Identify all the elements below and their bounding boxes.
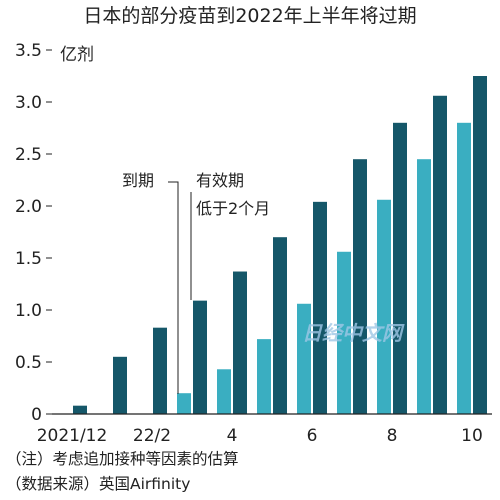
- y-axis-ticks: 0 0.5 1.0 1.5 2.0 2.5 3.0 3.5: [15, 41, 52, 425]
- watermark: 日经中文网: [302, 321, 405, 345]
- bar-validity-under-2-months: [457, 122, 471, 415]
- bar-expired: [313, 201, 327, 414]
- x-axis-ticks: 2021/12 22/2 4 6 8 10: [37, 426, 483, 445]
- x-tick-label: 2021/12: [37, 426, 108, 445]
- vaccine-expiry-chart: 日本的部分疫苗到2022年上半年将过期 亿剂 0 0.5 1.0 1.5 2.0 2.5 3…: [15, 5, 492, 445]
- y-tick-label: 2.0: [15, 197, 42, 217]
- bar-validity-under-2-months: [417, 159, 431, 414]
- y-tick-label: 1.0: [15, 301, 42, 321]
- bar-validity-under-2-months: [257, 339, 271, 414]
- bar-expired: [433, 95, 447, 414]
- bar-expired: [233, 271, 247, 414]
- bar-validity-under-2-months: [217, 369, 231, 414]
- annotation-expired: 到期: [122, 171, 154, 190]
- y-tick-label: 2.5: [15, 145, 42, 165]
- y-tick-label: 0.5: [15, 353, 42, 373]
- bar-validity-under-2-months: [337, 251, 351, 414]
- x-tick-label: 6: [307, 426, 318, 445]
- annotation-validity-line1: 有效期: [196, 171, 244, 190]
- bar-expired: [113, 356, 127, 414]
- y-tick-label: 3.5: [15, 41, 42, 61]
- footnote: （注）考虑追加接种等因素的估算: [6, 450, 239, 468]
- y-tick-label: 1.5: [15, 249, 42, 269]
- bar-expired: [73, 405, 87, 414]
- y-axis-unit: 亿剂: [60, 45, 94, 65]
- x-tick-label: 22/2: [133, 426, 171, 445]
- x-tick-label: 10: [461, 426, 483, 445]
- bar-expired: [353, 159, 367, 414]
- x-tick-label: 8: [387, 426, 398, 445]
- bar-expired: [193, 300, 207, 414]
- bar-expired: [473, 76, 487, 414]
- bar-expired: [393, 122, 407, 415]
- y-tick-label: 0: [31, 405, 42, 425]
- annotation-leader-expired: [168, 181, 179, 394]
- y-tick-label: 3.0: [15, 93, 42, 113]
- bar-validity-under-2-months: [377, 199, 391, 414]
- bar-expired: [153, 327, 167, 414]
- chart-title: 日本的部分疫苗到2022年上半年将过期: [83, 5, 416, 27]
- annotation-validity-line2: 低于2个月: [196, 199, 270, 218]
- x-tick-label: 4: [227, 426, 238, 445]
- bar-expired: [273, 237, 287, 414]
- bars: [73, 76, 487, 415]
- bar-validity-under-2-months: [297, 303, 311, 414]
- bar-validity-under-2-months: [177, 393, 191, 414]
- source-note: （数据来源）英国Airfinity: [6, 475, 191, 493]
